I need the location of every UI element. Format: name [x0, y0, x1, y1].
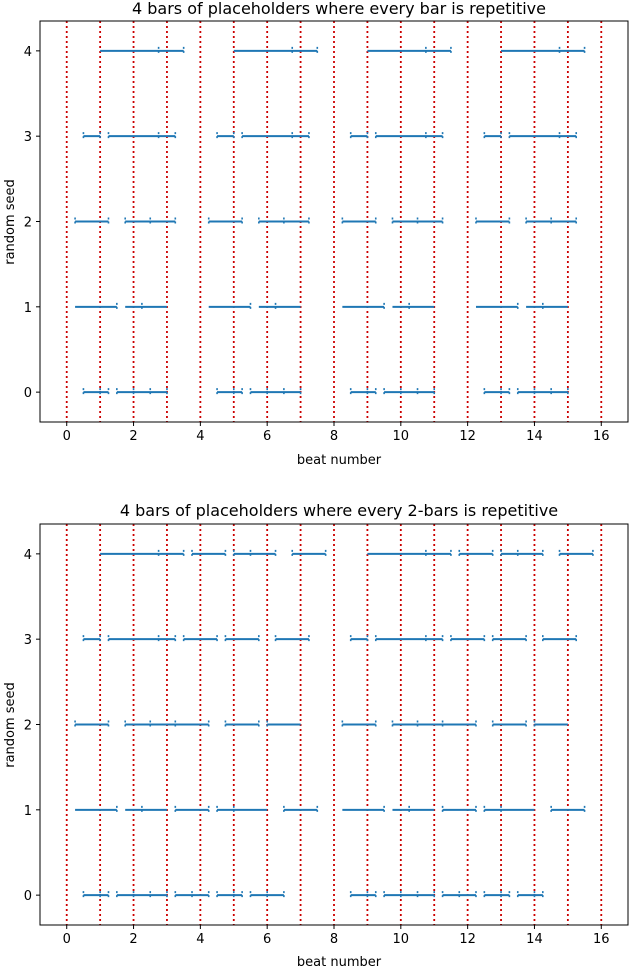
x-tick-label: 14	[526, 429, 543, 444]
y-tick-label: 2	[24, 719, 32, 734]
y-tick-label: 4	[24, 548, 32, 563]
y-tick-label: 2	[24, 216, 32, 231]
seed-row	[82, 132, 578, 141]
x-tick-label: 12	[459, 932, 476, 947]
x-tick-label: 0	[63, 932, 71, 947]
x-tick-label: 16	[593, 429, 610, 444]
x-tick-label: 4	[196, 932, 204, 947]
y-tick-label: 0	[24, 386, 32, 401]
seed-row	[100, 549, 594, 558]
y-axis-label: random seed	[3, 682, 18, 768]
x-tick-label: 4	[196, 429, 204, 444]
y-tick-label: 1	[24, 804, 32, 819]
x-tick-label: 0	[63, 429, 71, 444]
x-tick-label: 8	[330, 932, 338, 947]
chart-panel-bottom: 4 bars of placeholders where every 2-bar…	[3, 501, 629, 970]
y-tick-label: 3	[24, 130, 32, 145]
x-tick-label: 10	[393, 932, 410, 947]
seed-row	[100, 46, 586, 55]
x-tick-label: 8	[330, 429, 338, 444]
chart-title: 4 bars of placeholders where every 2-bar…	[120, 501, 558, 520]
x-tick-label: 6	[263, 932, 271, 947]
x-tick-label: 2	[129, 932, 137, 947]
chart-panel-top: 4 bars of placeholders where every bar i…	[3, 0, 629, 468]
seed-row	[82, 388, 569, 397]
seed-row	[74, 217, 578, 226]
seed-row	[82, 635, 578, 644]
x-tick-label: 2	[129, 429, 137, 444]
y-tick-label: 4	[24, 45, 32, 60]
x-tick-label: 14	[526, 932, 543, 947]
chart-title: 4 bars of placeholders where every bar i…	[132, 0, 546, 18]
x-tick-label: 10	[393, 429, 410, 444]
seed-row	[75, 805, 586, 814]
seed-row	[75, 302, 568, 311]
x-tick-label: 6	[263, 429, 271, 444]
seed-row	[82, 891, 544, 900]
x-tick-label: 16	[593, 932, 610, 947]
y-tick-label: 1	[24, 301, 32, 316]
y-tick-label: 3	[24, 633, 32, 648]
x-axis-label: beat number	[297, 453, 382, 468]
seed-row	[74, 720, 568, 729]
x-axis-label: beat number	[297, 955, 382, 968]
y-axis-label: random seed	[3, 179, 18, 265]
y-tick-label: 0	[24, 889, 32, 904]
x-tick-label: 12	[459, 429, 476, 444]
